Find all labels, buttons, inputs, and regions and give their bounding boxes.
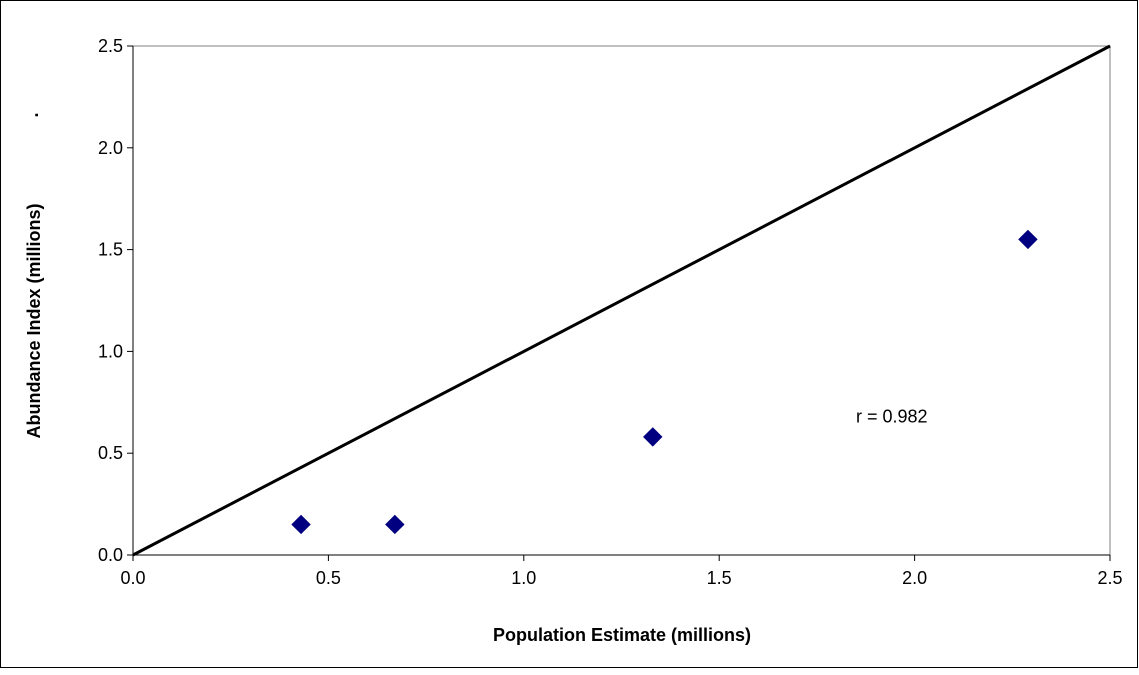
y-tick-label: 0.5 — [98, 443, 123, 463]
y-tick-label: 0.0 — [98, 545, 123, 565]
y-tick-label: 2.5 — [98, 36, 123, 56]
x-tick-label: 0.0 — [120, 568, 145, 588]
x-tick-label: 2.0 — [902, 568, 927, 588]
x-tick-label: 1.5 — [707, 568, 732, 588]
x-axis-title: Population Estimate (millions) — [493, 625, 751, 645]
data-points — [291, 229, 1038, 535]
correlation-annotation: r = 0.982 — [856, 407, 928, 427]
data-point-diamond — [291, 514, 311, 535]
data-point-diamond — [643, 427, 663, 447]
x-axis-ticks: 0.0 0.5 1.0 1.5 2.0 2.5 — [120, 555, 1123, 588]
x-tick-label: 1.0 — [511, 568, 536, 588]
reference-line — [132, 44, 1111, 557]
data-point-diamond — [1018, 229, 1038, 250]
y-tick-label: 1.5 — [98, 240, 123, 260]
x-tick-label: 0.5 — [316, 568, 341, 588]
annotations: r = 0.982 — [856, 407, 928, 427]
y-tick-label: 1.0 — [98, 341, 123, 361]
y-axis-ticks: 0.0 0.5 1.0 1.5 2.0 2.5 — [98, 36, 133, 565]
stray-mark: . — [22, 112, 42, 117]
y-tick-label: 2.0 — [98, 138, 123, 158]
x-tick-label: 2.5 — [1097, 568, 1122, 588]
data-point-diamond — [385, 514, 405, 535]
y-axis-title: Abundance Index (millions) — [24, 203, 44, 438]
